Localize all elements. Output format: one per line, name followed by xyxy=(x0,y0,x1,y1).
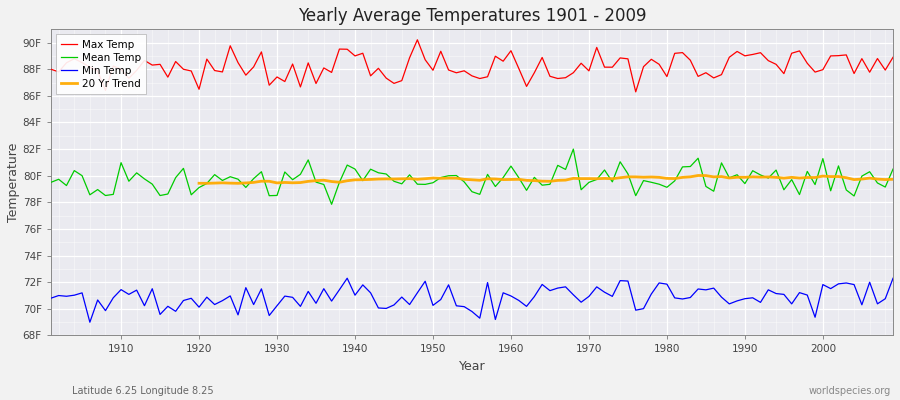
20 Yr Trend xyxy=(887,177,898,182)
Max Temp xyxy=(326,70,337,75)
Text: worldspecies.org: worldspecies.org xyxy=(809,386,891,396)
Mean Temp xyxy=(506,164,517,168)
Line: Mean Temp: Mean Temp xyxy=(51,149,893,204)
20 Yr Trend xyxy=(412,177,423,182)
Min Temp xyxy=(342,276,353,281)
Mean Temp xyxy=(279,170,290,174)
Mean Temp xyxy=(108,192,119,197)
20 Yr Trend xyxy=(872,177,883,182)
20 Yr Trend xyxy=(295,180,306,185)
Max Temp xyxy=(506,48,517,53)
20 Yr Trend xyxy=(202,181,212,186)
Line: Max Temp: Max Temp xyxy=(51,40,893,92)
20 Yr Trend xyxy=(693,173,704,178)
Max Temp xyxy=(887,55,898,60)
Max Temp xyxy=(108,64,119,68)
Mean Temp xyxy=(46,180,57,185)
Title: Yearly Average Temperatures 1901 - 2009: Yearly Average Temperatures 1901 - 2009 xyxy=(298,7,646,25)
Min Temp xyxy=(334,287,345,292)
Line: 20 Yr Trend: 20 Yr Trend xyxy=(199,176,893,183)
Mean Temp xyxy=(334,180,345,185)
Y-axis label: Temperature: Temperature xyxy=(7,143,20,222)
20 Yr Trend xyxy=(194,181,204,186)
Max Temp xyxy=(513,66,524,71)
Min Temp xyxy=(46,296,57,300)
Max Temp xyxy=(46,67,57,72)
20 Yr Trend xyxy=(802,175,813,180)
Min Temp xyxy=(513,298,524,303)
X-axis label: Year: Year xyxy=(459,360,485,373)
Text: Latitude 6.25 Longitude 8.25: Latitude 6.25 Longitude 8.25 xyxy=(72,386,213,396)
Max Temp xyxy=(279,79,290,84)
Line: Min Temp: Min Temp xyxy=(51,278,893,322)
Min Temp xyxy=(615,278,626,283)
Max Temp xyxy=(630,90,641,94)
Min Temp xyxy=(521,304,532,309)
Legend: Max Temp, Mean Temp, Min Temp, 20 Yr Trend: Max Temp, Mean Temp, Min Temp, 20 Yr Tre… xyxy=(56,34,147,94)
Min Temp xyxy=(887,276,898,281)
Mean Temp xyxy=(887,167,898,172)
Min Temp xyxy=(287,295,298,300)
Mean Temp xyxy=(615,159,626,164)
20 Yr Trend xyxy=(787,175,797,180)
Min Temp xyxy=(85,320,95,325)
Mean Temp xyxy=(513,175,524,180)
Max Temp xyxy=(607,65,617,70)
Mean Temp xyxy=(568,147,579,152)
Mean Temp xyxy=(326,202,337,207)
20 Yr Trend xyxy=(685,174,696,179)
Min Temp xyxy=(116,287,127,292)
Max Temp xyxy=(412,38,423,42)
